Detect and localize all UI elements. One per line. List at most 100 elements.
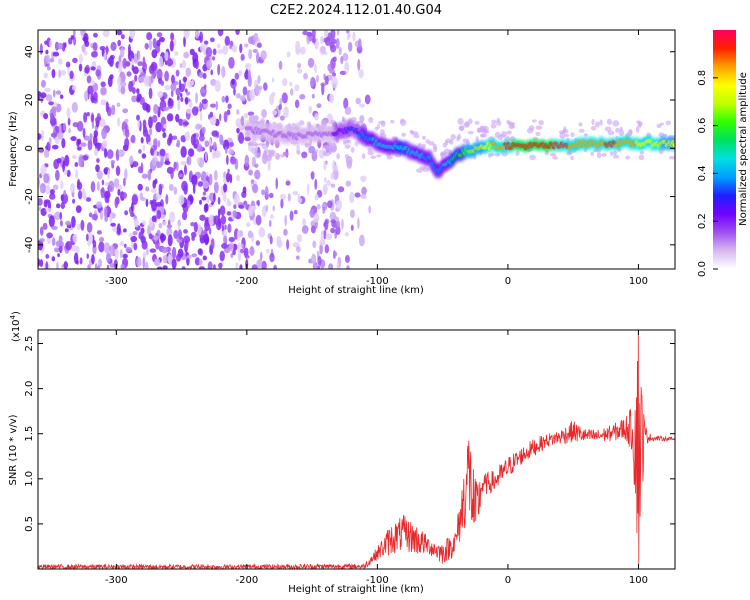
noise-blob [107, 57, 113, 65]
noise-blob [310, 76, 316, 88]
noise-blob [153, 103, 159, 115]
noise-blob [313, 213, 320, 223]
noise-blob [44, 87, 51, 93]
noise-blob [157, 90, 164, 98]
noise-blob [183, 235, 191, 244]
noise-blob [102, 140, 108, 149]
band-blob [496, 117, 501, 123]
noise-blob [335, 200, 343, 210]
band-blob [327, 146, 335, 153]
noise-blob [43, 199, 48, 208]
band-blob [590, 151, 595, 156]
noise-blob [56, 203, 61, 209]
noise-blob [208, 173, 213, 186]
noise-blob [77, 138, 82, 145]
noise-blob [43, 173, 50, 184]
noise-blob [325, 233, 333, 240]
noise-blob [241, 243, 244, 249]
noise-blob [117, 189, 121, 196]
noise-blob [142, 102, 149, 111]
noise-blob [83, 192, 87, 201]
noise-blob [228, 56, 235, 69]
noise-blob [361, 186, 367, 196]
noise-blob [258, 227, 266, 238]
noise-blob [190, 231, 197, 238]
y-tick-label: -20 [24, 188, 35, 204]
noise-blob [86, 253, 89, 259]
noise-blob [142, 219, 146, 226]
noise-blob [333, 251, 338, 257]
noise-blob [249, 246, 255, 256]
band-blob [399, 119, 407, 127]
band-blob [599, 119, 603, 126]
noise-blob [128, 80, 134, 92]
noise-blob [273, 264, 277, 269]
noise-blob [206, 59, 213, 70]
figure-title: C2E2.2024.112.01.40.G04 [270, 3, 442, 18]
noise-blob [256, 42, 262, 48]
noise-blob [245, 68, 249, 75]
noise-blob [349, 191, 355, 204]
noise-blob [173, 186, 178, 195]
noise-blob [329, 93, 335, 104]
noise-blob [279, 115, 285, 121]
noise-blob [107, 169, 110, 180]
noise-blob [140, 137, 144, 144]
noise-blob [75, 205, 82, 213]
noise-blob [197, 248, 203, 256]
noise-blob [76, 178, 81, 189]
noise-blob [45, 54, 51, 65]
band-blob [321, 120, 325, 125]
noise-blob [184, 96, 189, 105]
noise-blob [90, 181, 96, 193]
noise-blob [179, 93, 183, 98]
noise-blob [78, 156, 85, 168]
noise-blob [201, 98, 208, 104]
noise-blob [346, 30, 350, 34]
band-blob [401, 132, 407, 137]
band-blob [268, 152, 275, 158]
noise-blob [91, 80, 95, 86]
noise-blob [230, 156, 237, 165]
noise-blob [81, 44, 86, 53]
band-blob [413, 134, 420, 139]
noise-blob [306, 183, 310, 196]
snr-y-label: SNR (10 * v/v) [8, 414, 19, 485]
noise-blob [86, 111, 90, 117]
noise-blob [130, 235, 138, 243]
noise-blob [201, 196, 207, 201]
band-blob [639, 150, 644, 155]
noise-blob [243, 200, 248, 206]
noise-blob [202, 64, 208, 72]
noise-blob [52, 184, 59, 190]
noise-blob [213, 264, 216, 269]
noise-blob [167, 234, 173, 247]
band-blob [606, 118, 613, 125]
noise-blob [320, 35, 324, 44]
noise-blob [182, 121, 190, 126]
band-blob [510, 122, 516, 126]
noise-blob [39, 43, 43, 55]
noise-blob [286, 51, 291, 58]
band-blob [535, 131, 541, 137]
band-blob [323, 150, 328, 156]
band-blob [494, 131, 501, 138]
noise-blob [217, 196, 221, 205]
noise-blob [157, 139, 161, 148]
noise-blob [357, 217, 360, 230]
noise-blob [213, 192, 216, 203]
noise-blob [175, 253, 182, 262]
noise-blob [301, 225, 309, 234]
band-blob [619, 126, 623, 132]
band-blob [462, 138, 470, 143]
band-blob [552, 155, 559, 160]
colorbar: 0.0 0.2 0.4 0.6 0.8 Normalized spectral ampl… [697, 30, 749, 277]
noise-blob [149, 248, 157, 253]
noise-blob [220, 215, 227, 225]
noise-blob [344, 61, 350, 74]
noise-blob [319, 45, 326, 55]
noise-blob [224, 95, 229, 104]
noise-blob [222, 192, 227, 203]
noise-blob [38, 198, 43, 206]
band-blob [590, 126, 597, 131]
